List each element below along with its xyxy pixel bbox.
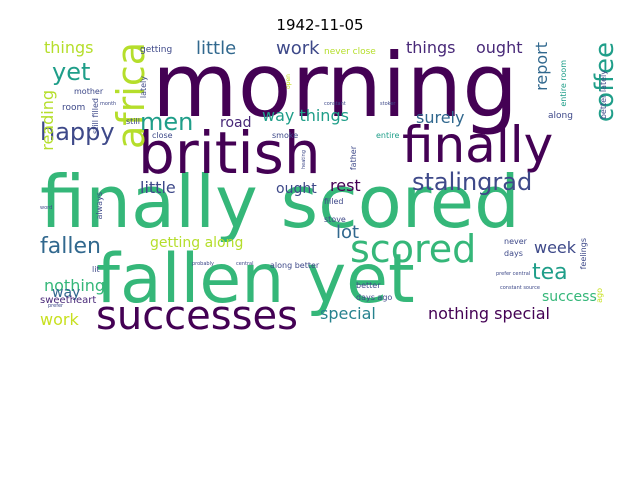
word-scored: scored (350, 227, 477, 271)
word-nothing-special: nothing special (428, 304, 550, 323)
word-ought: ought (276, 181, 317, 197)
word-never: never (504, 237, 527, 246)
word-success: success (542, 289, 597, 305)
word-things: things (406, 38, 456, 57)
word-yet: yet (52, 58, 91, 86)
word-mother: mother (74, 87, 104, 96)
word-smoke: smoke (272, 131, 299, 140)
word-fallen-yet: fallen yet (96, 240, 415, 319)
word-prefer: prefer (48, 303, 64, 309)
word-along-better: along better (270, 261, 320, 270)
word-rest: rest (330, 176, 361, 195)
word-ago: ago (595, 288, 604, 303)
word-still: still (126, 117, 140, 126)
word-heating: heating (301, 150, 307, 170)
word-filled: filled (324, 197, 344, 206)
word-lately: lately (139, 76, 148, 99)
word-probably: probably (192, 261, 214, 267)
word-ought: ought (476, 38, 523, 57)
word-report: report (532, 42, 551, 91)
word-way-things: way things (262, 106, 349, 125)
word-stove: stove (324, 215, 346, 224)
word-lot: lot (336, 222, 360, 243)
word-open: open (285, 74, 292, 89)
word-nothing: nothing (44, 276, 106, 295)
word-getting-along: getting along (150, 235, 244, 251)
word-room: room (62, 103, 86, 113)
word-road: road (220, 115, 252, 131)
word-always: always (95, 192, 104, 220)
word-happy: happy (40, 118, 115, 146)
word-work: work (40, 310, 79, 329)
word-getting: getting (140, 45, 173, 55)
word-constant-source: constant source (500, 285, 540, 291)
word-fallen: fallen (40, 234, 101, 259)
word-finally-scored: finally scored (40, 160, 520, 244)
word-surely: surely (416, 108, 465, 127)
word-prefer-central: prefer central (496, 271, 531, 277)
word-word: word (40, 205, 53, 211)
word-still-filled: still filled (91, 98, 100, 134)
word-cloud: morning finally scored fallen yet british fi… (38, 34, 620, 337)
word-central: central (236, 261, 254, 267)
word-little: little (196, 38, 237, 59)
word-stalingrad: stalingrad (412, 168, 533, 196)
word-feelings: feelings (579, 238, 588, 270)
word-way: way (52, 285, 81, 301)
word-men: men (140, 108, 194, 136)
word-reading: reading (38, 90, 57, 151)
page-title: 1942-11-05 (276, 16, 364, 34)
word-close: close (152, 131, 173, 140)
word-along: along (548, 111, 573, 121)
word-little: little (140, 178, 176, 197)
word-morning: morning (152, 34, 519, 137)
word-constant: constant (324, 101, 346, 107)
word-sweetheart: sweetheart (40, 295, 97, 306)
word-tea: tea (532, 260, 568, 285)
word-entire: entire (376, 131, 400, 140)
word-finally: finally (402, 116, 554, 174)
word-better-lately: better lately (599, 70, 608, 120)
word-week: week (534, 238, 577, 257)
word-things: things (44, 38, 94, 57)
word-special: special (320, 304, 376, 323)
word-days-ago: days ago (356, 293, 393, 302)
word-never-close: never close (324, 47, 376, 57)
word-lit: lit (92, 265, 100, 274)
word-entire-room: entire room (559, 60, 568, 107)
word-british: british (138, 119, 321, 187)
word-stoker: stoker (380, 101, 396, 107)
word-better: better (356, 281, 381, 290)
word-days: days (504, 249, 523, 258)
word-work: work (276, 38, 320, 59)
word-month: month (100, 101, 117, 107)
word-successes: successes (96, 293, 298, 339)
word-father: father (349, 146, 358, 171)
